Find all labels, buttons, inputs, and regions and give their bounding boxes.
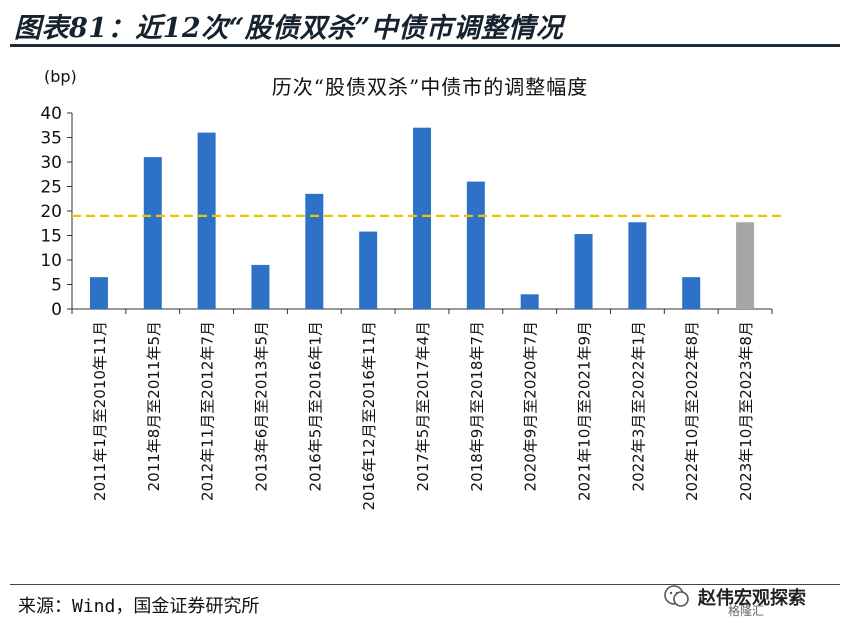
bar (89, 277, 108, 309)
y-axis-unit: (bp) (44, 67, 77, 86)
y-tick-label: 15 (40, 227, 62, 247)
bar (574, 234, 593, 309)
y-tick-label: 10 (40, 251, 62, 271)
bar (628, 222, 647, 309)
wechat-logo-icon (664, 585, 689, 607)
y-tick-label: 40 (40, 104, 62, 124)
bar-series (89, 127, 755, 309)
bar-chart: 历次“股债双杀”中债市的调整幅度 (bp) 0 5 10 15 20 25 30 35 40 2… (40, 67, 782, 511)
x-tick-label: 2022年10月至2022年8月 (683, 321, 701, 501)
chart-title: 历次“股债双杀”中债市的调整幅度 (272, 75, 588, 99)
x-axis (71, 308, 773, 314)
bar (143, 157, 162, 309)
x-tick-label: 2020年9月至2020年7月 (522, 321, 540, 491)
x-tick-label: 2021年10月至2021年9月 (576, 321, 594, 501)
x-tick-label: 2013年6月至2013年5月 (252, 321, 270, 491)
y-tick-label: 35 (40, 129, 62, 149)
y-tick-label: 25 (40, 178, 62, 198)
bar (520, 294, 539, 309)
bar (305, 193, 324, 309)
bar (466, 181, 485, 309)
bar (359, 231, 378, 309)
x-tick-label: 2018年9月至2018年7月 (468, 321, 486, 491)
bar (413, 127, 431, 309)
y-tick-label: 30 (40, 153, 62, 173)
x-tick-label: 2022年3月至2022年1月 (629, 321, 647, 491)
y-tick-label: 20 (40, 202, 62, 222)
x-tick-label: 2011年1月至2010年11月 (91, 321, 109, 501)
watermark-text: 赵伟宏观探索 (698, 588, 806, 609)
bar (251, 264, 270, 309)
source-note: 来源：Wind，国金证券研究所 (18, 596, 260, 617)
x-tick-label: 2016年5月至2016年1月 (306, 321, 324, 491)
y-axis: 0 5 10 15 20 25 30 35 40 (40, 104, 73, 320)
x-tick-label: 2011年8月至2011年5月 (145, 321, 163, 491)
x-tick-label: 2012年11月至2012年7月 (199, 321, 217, 501)
title-divider (10, 44, 840, 47)
footer-divider (10, 584, 840, 585)
watermark-subtext: 格隆汇 (728, 604, 765, 618)
bar (197, 132, 216, 309)
x-tick-label: 2023年10月至2023年8月 (737, 321, 755, 501)
bar (682, 277, 701, 309)
figure-title: 图表81：近12次“股债双杀”中债市调整情况 (14, 13, 564, 44)
x-tick-label: 2016年12月至2016年11月 (360, 321, 378, 511)
y-tick-label: 0 (51, 300, 62, 320)
x-tick-label: 2017年5月至2017年4月 (414, 321, 432, 491)
bar (736, 222, 755, 309)
watermark: 赵伟宏观探索 (662, 577, 806, 617)
y-tick-label: 5 (51, 276, 62, 296)
category-labels: 2011年1月至2010年11月 2011年8月至2011年5月 2012年11月至… (91, 321, 755, 511)
